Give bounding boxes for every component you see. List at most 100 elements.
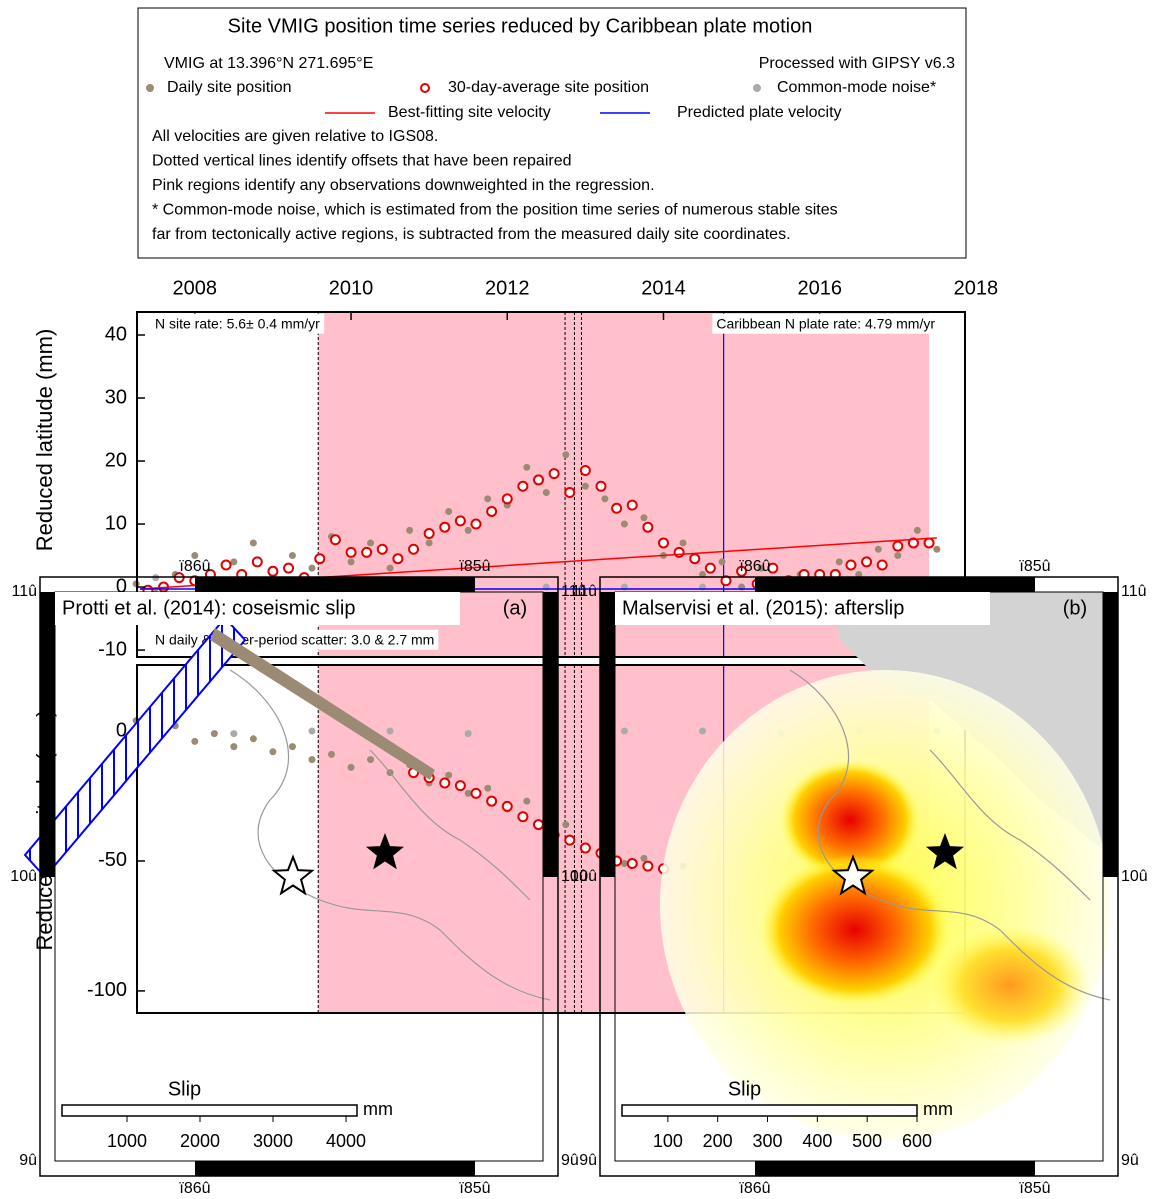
- average-point: [220, 559, 232, 571]
- x-tick-label: 2008: [173, 277, 218, 299]
- daily-point: [679, 539, 687, 547]
- coastline: [789, 669, 1111, 1001]
- coastline: [229, 669, 551, 1001]
- daily-point: [640, 854, 648, 862]
- scale-tick-label: 2000: [180, 1131, 220, 1151]
- daily-point: [601, 495, 609, 503]
- slip-patch: [760, 855, 950, 1005]
- average-point: [423, 527, 435, 539]
- lat-label: 11û: [1121, 583, 1147, 600]
- legend-label: Common-mode noise*: [777, 79, 936, 96]
- daily-point: [249, 539, 257, 547]
- daily-point: [210, 730, 218, 738]
- x-tick-label: 2010: [329, 277, 374, 299]
- daily-point: [386, 564, 394, 572]
- daily-point: [718, 558, 726, 566]
- annotation: Caribbean N plate rate: 4.79 mm/yr: [716, 316, 935, 332]
- daily-point: [699, 727, 707, 735]
- legend-marker: [146, 84, 154, 92]
- y-tick-label: 10: [105, 512, 127, 534]
- y-tick-label: -100: [87, 979, 127, 1001]
- legend-marker: [420, 83, 430, 93]
- average-point: [704, 562, 716, 574]
- epicenter-star: [926, 833, 964, 870]
- fault-plane: [23, 616, 247, 879]
- daily-point: [894, 552, 902, 560]
- scale-bar: [61, 1104, 358, 1117]
- legend-note: Pink regions identify any observations d…: [152, 177, 655, 194]
- daily-point: [620, 727, 628, 735]
- x-tick-label: 2016: [797, 277, 842, 299]
- average-point: [439, 521, 451, 533]
- lon-label: ï85û: [459, 1180, 490, 1197]
- map-title: Protti et al. (2014): coseismic slip: [62, 597, 355, 619]
- daily-point: [308, 756, 316, 764]
- coastline: [369, 749, 531, 901]
- average-point: [533, 819, 545, 831]
- average-point: [439, 777, 451, 789]
- annotation: N daily & longer-period scatter: 3.0 & 2…: [155, 632, 434, 648]
- average-point: [892, 540, 904, 552]
- average-point: [657, 537, 669, 549]
- daily-point: [562, 821, 570, 829]
- annotation-bg: [712, 313, 940, 334]
- average-point: [251, 556, 263, 568]
- scale-tick-label: 200: [703, 1131, 733, 1151]
- legend-note: far from tectonically active regions, is…: [152, 226, 791, 243]
- scale-tick-label: 500: [852, 1131, 882, 1151]
- daily-point: [620, 860, 628, 868]
- x-tick-label: 2018: [954, 277, 999, 299]
- map-title-box: [55, 592, 460, 625]
- scale-title: Slip: [728, 1078, 761, 1100]
- daily-point: [269, 748, 277, 756]
- slip-band: [210, 628, 435, 780]
- y-tick-label: 40: [105, 323, 127, 345]
- daily-point: [328, 750, 336, 758]
- scale-unit: mm: [923, 1099, 953, 1119]
- y-tick-label: 30: [105, 386, 127, 408]
- legend-label: Predicted plate velocity: [677, 104, 842, 121]
- legend-note: * Common-mode noise, which is estimated …: [152, 202, 838, 219]
- daily-point: [347, 558, 355, 566]
- lon-label: ï86û: [739, 1180, 770, 1197]
- frame-bar: [40, 592, 55, 877]
- average-point: [876, 559, 888, 571]
- average-point: [345, 546, 357, 558]
- average-point: [454, 780, 466, 792]
- lon-label: ï86û: [179, 1180, 210, 1197]
- daily-point: [835, 558, 843, 566]
- map-panel: Malservisi et al. (2015): afterslip (b) ï8…: [570, 558, 1147, 1197]
- daily-point: [230, 558, 238, 566]
- daily-point: [288, 743, 296, 751]
- average-point: [642, 860, 654, 872]
- annotation-bg: [151, 313, 325, 334]
- average-point: [626, 858, 638, 870]
- daily-point: [464, 730, 472, 738]
- average-point: [470, 787, 482, 799]
- average-point: [533, 474, 545, 486]
- map-title-box: [615, 592, 990, 625]
- average-point: [501, 493, 513, 505]
- lon-label: ï86û: [179, 558, 210, 575]
- scale-tick-label: 1000: [107, 1131, 147, 1151]
- average-point: [579, 464, 591, 476]
- map-label: (a): [503, 597, 527, 619]
- epicenter-star: [271, 854, 315, 896]
- map-label: (b): [1063, 597, 1087, 619]
- slip-patch: [930, 925, 1090, 1045]
- legend-title: Site VMIG position time series reduced b…: [228, 15, 813, 37]
- average-point: [861, 556, 873, 568]
- scale-tick-label: 300: [752, 1131, 782, 1151]
- daily-point: [249, 735, 257, 743]
- daily-point: [288, 552, 296, 560]
- coastline: [929, 749, 1091, 901]
- daily-point: [464, 526, 472, 534]
- average-point: [501, 800, 513, 812]
- daily-point: [308, 727, 316, 735]
- scale-tick-label: 3000: [253, 1131, 293, 1151]
- daily-point: [699, 570, 707, 578]
- frame-bar: [195, 1161, 475, 1176]
- site-location: VMIG at 13.396°N 271.695°E: [164, 55, 373, 72]
